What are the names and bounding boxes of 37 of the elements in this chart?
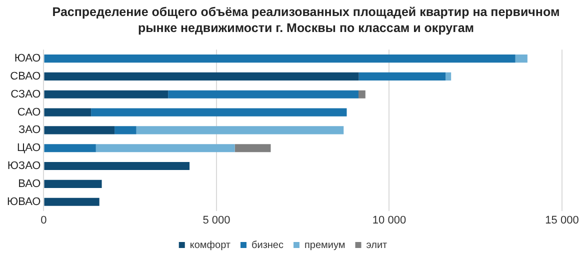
y-tick-label: СЗАО xyxy=(10,88,42,100)
bar xyxy=(44,162,190,170)
legend-label: бизнес xyxy=(252,240,284,251)
x-tick-label: 15 000 xyxy=(545,214,579,226)
y-tick-label: ЮЗАО xyxy=(7,160,42,172)
y-tick-label: ВАО xyxy=(18,178,42,190)
bar xyxy=(515,54,528,63)
bar xyxy=(114,126,136,134)
y-tick-label: ЗАО xyxy=(18,124,42,136)
bar xyxy=(358,90,366,98)
bar xyxy=(358,72,446,80)
y-tick-label: ЮВАО xyxy=(6,196,42,208)
y-tick-label: САО xyxy=(17,106,42,118)
bar xyxy=(168,90,358,98)
x-tick-label: 10 000 xyxy=(372,214,406,226)
bar xyxy=(96,144,235,152)
x-tick-label: 5 000 xyxy=(202,214,230,226)
bar xyxy=(44,198,100,206)
bar xyxy=(91,108,347,116)
bar xyxy=(44,126,115,134)
legend-label: элит xyxy=(366,240,388,251)
bar xyxy=(136,126,344,134)
bar xyxy=(44,54,516,63)
legend-label: комфорт xyxy=(190,240,231,251)
x-tick-label: 0 xyxy=(40,214,47,226)
y-tick-label: СВАО xyxy=(10,70,42,82)
bar xyxy=(44,108,92,116)
bar xyxy=(44,180,102,188)
y-tick-label: ЦАО xyxy=(16,142,42,154)
bar xyxy=(44,144,96,152)
bar xyxy=(44,90,168,98)
bar xyxy=(234,144,271,152)
y-tick-label: ЮАО xyxy=(14,52,42,65)
bar xyxy=(44,72,359,80)
legend-label: премиум xyxy=(304,240,346,251)
bar xyxy=(446,72,452,80)
chart-title: Распределение общего объёма реализованных площадей квартир на первичном рынке недвижимости г. Москвы по классам и округам xyxy=(51,4,561,37)
